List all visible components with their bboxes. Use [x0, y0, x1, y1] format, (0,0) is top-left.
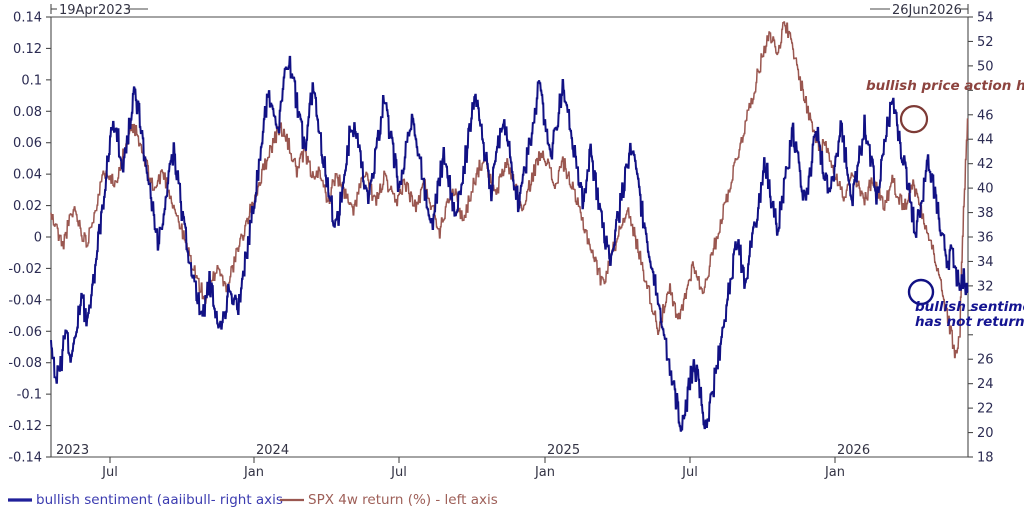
- left-tick-label: 0.06: [13, 136, 42, 151]
- legend-label-bullish-sentiment[interactable]: bullish sentiment (aaiibull- right axis: [36, 492, 283, 508]
- annotation-text-price-action: bullish price action has: [866, 78, 1024, 94]
- right-axis-ticks: 54 52 50 46 44 42 40 38 36 34 32 26 24 22 20 18: [968, 11, 994, 466]
- right-tick-label: 46: [977, 108, 994, 123]
- right-tick-label: 36: [977, 231, 994, 246]
- left-tick-label: -0.02: [8, 262, 42, 277]
- x-axis-ticks: 2023 2024 2025 2026 Jul Jan Jul Jan Jul Jan: [56, 443, 870, 480]
- left-tick-label: 0.12: [13, 42, 42, 57]
- left-tick-label: 0.02: [13, 199, 42, 214]
- end-date-label: 26Jun2026: [892, 3, 962, 18]
- right-tick-label: 32: [977, 279, 994, 294]
- left-tick-label: -0.1: [17, 388, 42, 403]
- left-axis-ticks: 0.14 0.12 0.1 0.08 0.06 0.04 0.02 0 -0.02 -0.04 -0…: [8, 11, 51, 466]
- x-year-label: 2025: [547, 443, 580, 458]
- x-month-label: Jul: [390, 465, 407, 480]
- x-year-label: 2026: [837, 443, 870, 458]
- left-tick-label: -0.06: [8, 325, 42, 340]
- right-tick-label: 26: [977, 353, 994, 368]
- start-date-label: 19Apr2023: [59, 3, 131, 18]
- right-tick-label: 40: [977, 182, 994, 197]
- x-month-label: Jul: [681, 465, 698, 480]
- x-month-label: Jan: [824, 465, 845, 480]
- left-tick-label: -0.14: [8, 451, 42, 466]
- right-tick-label: 34: [977, 255, 994, 270]
- left-tick-label: 0.14: [13, 11, 42, 26]
- legend-label-spx-return[interactable]: SPX 4w return (%) - left axis: [308, 492, 498, 508]
- right-tick-label: 42: [977, 157, 994, 172]
- right-tick-label: 54: [977, 11, 994, 26]
- right-tick-label: 52: [977, 35, 994, 50]
- plot-frame: [50, 16, 969, 458]
- annotation-circle-sentiment: [907, 278, 935, 306]
- left-tick-label: 0.04: [13, 168, 42, 183]
- right-tick-label: 44: [977, 133, 994, 148]
- series-line-bullish-sentiment: [50, 55, 969, 432]
- x-month-label: Jan: [243, 465, 264, 480]
- left-tick-label: 0.1: [21, 73, 42, 88]
- left-tick-label: -0.04: [8, 293, 42, 308]
- left-tick-label: -0.08: [8, 356, 42, 371]
- annotations-group: bullish price action has bullish sentimen…: [866, 78, 1024, 330]
- right-tick-label: 38: [977, 206, 994, 221]
- chart-legend[interactable]: bullish sentiment (aaiibull- right axis S…: [8, 492, 498, 508]
- plot-border: [50, 16, 969, 458]
- data-series-group: [50, 21, 969, 432]
- left-tick-label: -0.12: [8, 419, 42, 434]
- left-tick-label: 0.08: [13, 105, 42, 120]
- right-tick-label: 24: [977, 377, 994, 392]
- x-year-label: 2023: [56, 443, 89, 458]
- x-year-label: 2024: [256, 443, 289, 458]
- x-month-label: Jul: [101, 465, 118, 480]
- right-tick-label: 18: [977, 451, 994, 466]
- date-range-header: 19Apr2023 26Jun2026: [50, 3, 969, 18]
- annotation-text-sentiment: bullish sentimenthas not returned: [915, 299, 1024, 330]
- x-month-label: Jan: [534, 465, 555, 480]
- right-tick-label: 20: [977, 426, 994, 441]
- annotation-circle-price-action: [899, 105, 929, 134]
- left-tick-label: 0: [34, 231, 42, 246]
- right-tick-label: 50: [977, 59, 994, 74]
- right-tick-label: 22: [977, 402, 994, 417]
